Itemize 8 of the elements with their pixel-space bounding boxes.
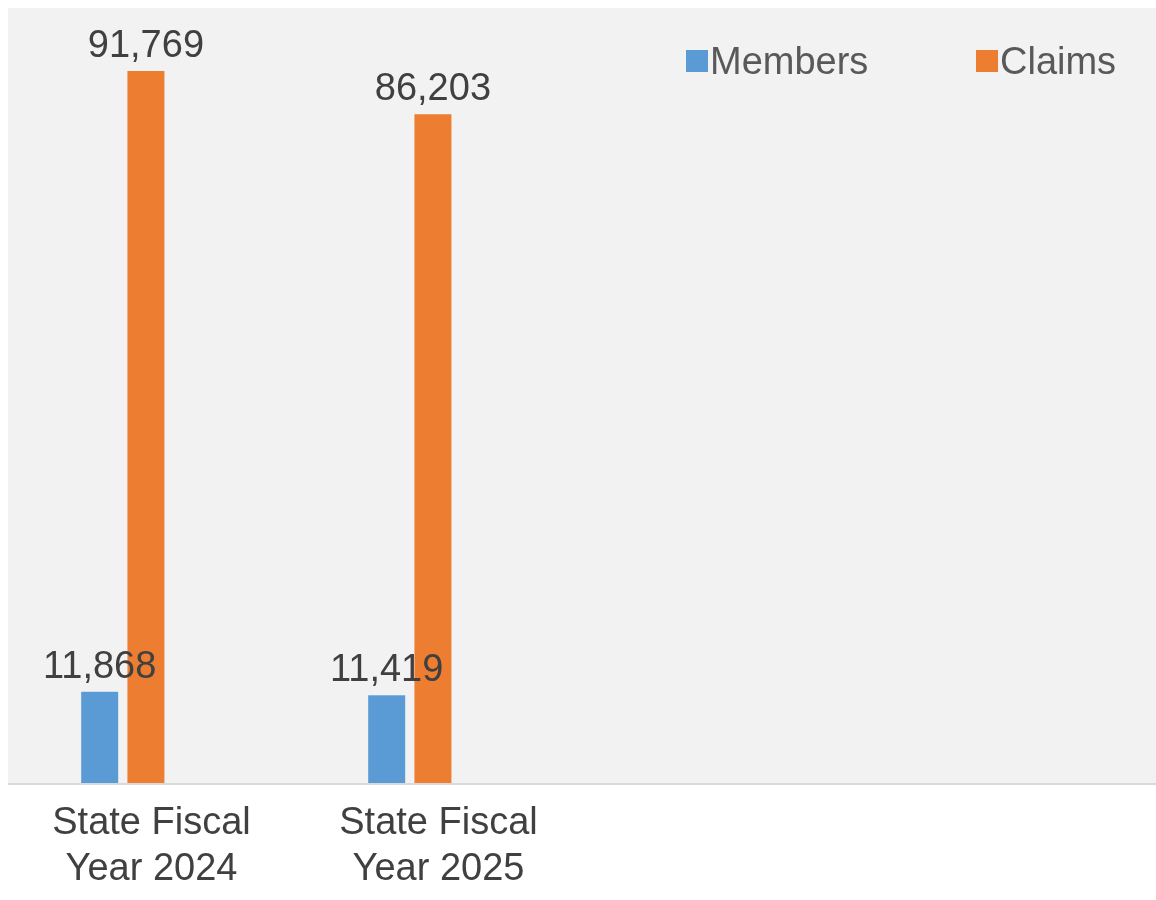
legend-label: Claims (1000, 40, 1117, 82)
data-label: 86,203 (374, 66, 492, 109)
x-tick-label: State Fiscal Year 2024 (52, 800, 251, 888)
bar (81, 691, 119, 784)
legend-label: Members (710, 40, 869, 82)
x-tick-label: State Fiscal Year 2025 (339, 800, 538, 888)
bar (368, 695, 406, 784)
data-label: 91,769 (87, 23, 205, 65)
